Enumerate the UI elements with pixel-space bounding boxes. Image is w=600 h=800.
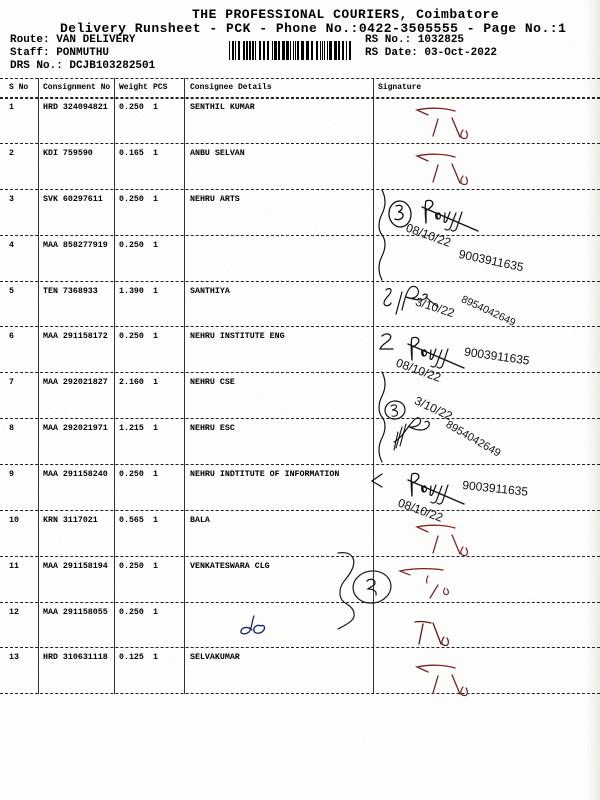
svg-text:08/10/22: 08/10/22 bbox=[394, 356, 443, 385]
svg-text:9003911635: 9003911635 bbox=[462, 478, 529, 499]
svg-text:9003911635: 9003911635 bbox=[463, 345, 530, 368]
svg-text:9003911635: 9003911635 bbox=[458, 247, 526, 274]
svg-text:8954042649: 8954042649 bbox=[459, 293, 517, 329]
svg-text:08/10/22: 08/10/22 bbox=[404, 221, 453, 250]
svg-text:8954042649: 8954042649 bbox=[444, 419, 503, 460]
